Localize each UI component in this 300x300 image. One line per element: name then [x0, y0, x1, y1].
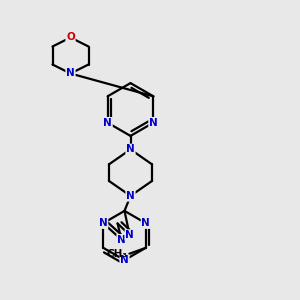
Text: N: N — [125, 230, 134, 240]
Text: N: N — [120, 255, 129, 265]
Text: O: O — [66, 32, 75, 43]
Text: N: N — [103, 118, 112, 128]
Text: N: N — [149, 118, 158, 128]
Text: N: N — [66, 68, 75, 79]
Text: N: N — [117, 235, 126, 245]
Text: N: N — [126, 144, 135, 154]
Text: N: N — [99, 218, 108, 228]
Text: CH₃: CH₃ — [107, 249, 128, 259]
Text: N: N — [126, 191, 135, 201]
Text: N: N — [141, 218, 150, 228]
